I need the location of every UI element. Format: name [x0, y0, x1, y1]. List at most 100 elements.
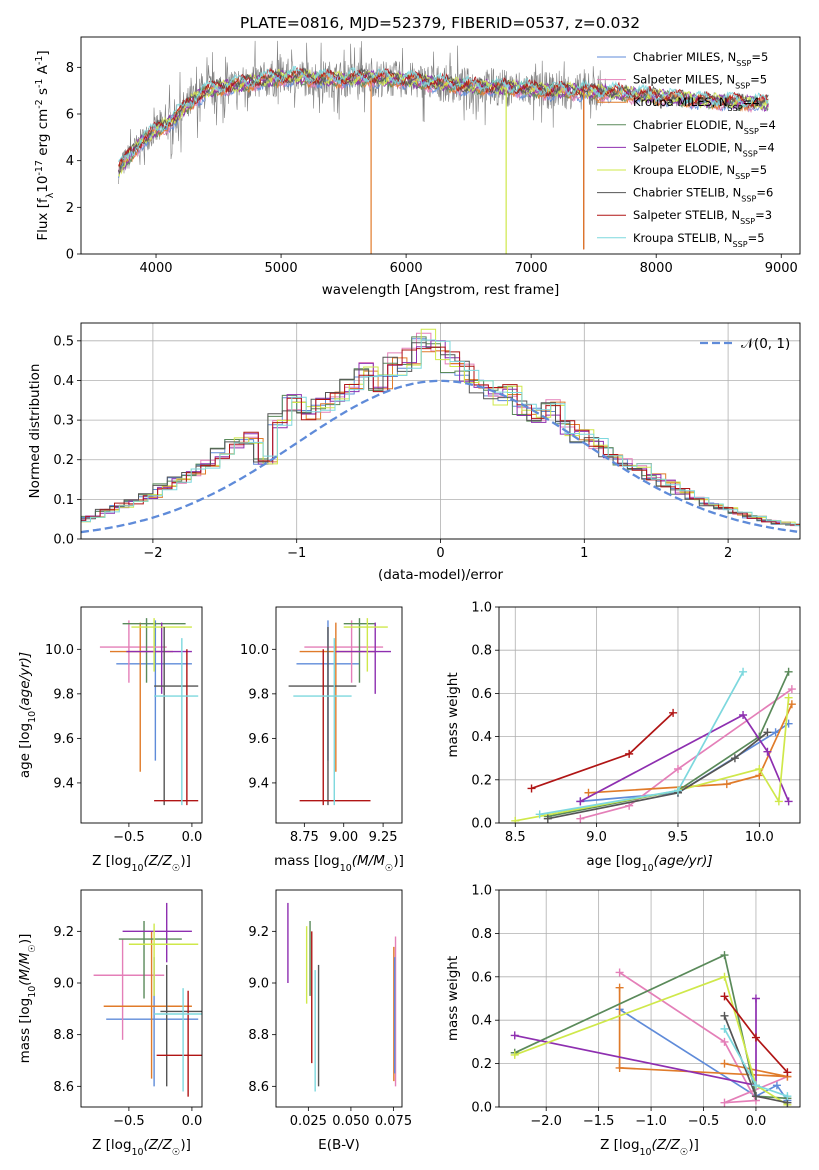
axes-frame	[80, 889, 203, 1108]
axes-frame	[498, 889, 801, 1108]
figure-title: PLATE=0816, MJD=52379, FIBERID=0537, z=0…	[240, 14, 640, 32]
y-tick-label: 0.3	[53, 414, 74, 429]
x-tick-label: 6000	[390, 261, 423, 276]
series-line-kroupa_elodie	[514, 975, 788, 1106]
x-tick-label: −1	[287, 546, 306, 561]
x-axis-label: (data-model)/error	[378, 567, 504, 583]
x-tick-label: 9.25	[369, 830, 398, 845]
y-tick-label: 9.2	[248, 925, 269, 940]
y-tick-label: 0.0	[471, 1101, 492, 1116]
weight_vs_age-axes: 8.5 9.0 9.5 10.0 0.0 0.2 0.4 0.6 0.8 1.0 age [log1…	[445, 601, 801, 874]
series-marker-salpeter_miles	[720, 1037, 729, 1046]
y-tick-label: 9.4	[248, 776, 269, 791]
ebv-plot-area	[287, 902, 397, 1092]
y-tick-label: 1.0	[471, 601, 492, 616]
y-axis-label: mass weight	[445, 956, 461, 1041]
x-tick-label: 0	[436, 546, 444, 561]
x-tick-label: −0.5	[113, 1114, 145, 1129]
legend-gaussian-label: 𝒩(0, 1)	[741, 336, 790, 352]
series-marker-chabrier_stelib	[751, 1092, 760, 1101]
legend-entry-chabrier_elodie: Chabrier ELODIE, NSSP=4	[633, 118, 776, 136]
legend-entry-salpeter_miles: Salpeter MILES, NSSP=5	[633, 73, 767, 91]
y-tick-label: 0.2	[53, 453, 74, 468]
x-axis-label: age [log10(age/yr)]	[586, 853, 712, 874]
series-marker-kroupa_miles	[787, 700, 796, 709]
x-tick-label: 2	[724, 546, 732, 561]
series-marker-salpeter_elodie	[510, 1031, 519, 1040]
series-marker-kroupa_elodie	[511, 816, 520, 823]
series-marker-salpeter_stelib	[751, 1033, 760, 1042]
y-tick-label: 0.4	[53, 374, 74, 389]
histogram-kroupa_stelib	[81, 339, 800, 527]
y-axis-label: mass weight	[445, 672, 461, 757]
series-marker-kroupa_elodie	[720, 972, 729, 981]
y-tick-label: 8	[66, 61, 74, 76]
series-line-chabrier_elodie	[514, 953, 788, 1100]
series-marker-salpeter_stelib	[625, 749, 634, 758]
series-marker-kroupa_stelib	[535, 810, 544, 819]
x-tick-label: 1	[580, 546, 588, 561]
series-line-salpeter_elodie	[580, 713, 790, 803]
residuals-axes: −2 −1 0 1 2 0.0 0.1 0.2 0.3 0.4 0.5 𝒩(0, 1) (data-mo…	[27, 322, 801, 583]
y-tick-label: 4	[66, 154, 74, 169]
y-axis-label: Normed distribution	[27, 364, 43, 499]
x-tick-label: 9000	[765, 261, 798, 276]
series-marker-salpeter_miles	[787, 685, 796, 694]
x-tick-label: 8.5	[505, 830, 526, 845]
legend-entry-chabrier_stelib: Chabrier STELIB, NSSP=6	[633, 186, 773, 204]
series-marker-kroupa_miles	[615, 1063, 624, 1072]
series-marker-kroupa_stelib	[751, 1081, 760, 1090]
y-tick-label: 9.2	[53, 925, 74, 940]
model-spectrum-kroupa_stelib	[118, 65, 769, 162]
y-tick-label: 9.4	[53, 776, 74, 791]
ebv-axes: 0.025 0.050 0.075 8.6 8.8 9.0 9.2 E(B-V)	[248, 889, 412, 1153]
x-tick-label: −0.5	[113, 830, 145, 845]
axes-frame	[80, 322, 801, 540]
axes-frame	[275, 606, 403, 824]
y-tick-label: 9.0	[53, 977, 74, 992]
series-line-kroupa_miles	[588, 703, 793, 794]
mass_vs_Z-plot-area	[93, 902, 202, 1097]
legend-entry-kroupa_miles: Kroupa MILES, NSSP=4	[633, 95, 760, 113]
y-tick-label: 6	[66, 108, 74, 123]
series-marker-chabrier_stelib	[543, 814, 552, 823]
x-tick-label: 5000	[265, 261, 298, 276]
y-tick-label: 8.8	[248, 1028, 269, 1043]
series-marker-chabrier_miles	[772, 1081, 781, 1090]
histogram-kroupa_miles	[81, 350, 800, 526]
series-line-chabrier_elodie	[547, 671, 790, 818]
legend-entry-kroupa_elodie: Kroupa ELODIE, NSSP=5	[633, 163, 767, 181]
x-tick-label: 8000	[640, 261, 673, 276]
x-tick-label: 0.075	[375, 1114, 412, 1129]
mass_vs_Z-axes: −0.5 0.0 8.6 8.8 9.0 9.2 Z [log10(Z/Z☉)] mass […	[17, 889, 203, 1158]
x-tick-label: 0.0	[182, 830, 203, 845]
x-tick-label: 0.0	[182, 1114, 203, 1129]
series-line-salpeter_miles	[580, 688, 793, 820]
series-marker-salpeter_elodie	[751, 994, 760, 1003]
y-tick-label: 10.0	[45, 643, 74, 658]
y-tick-label: 9.6	[248, 732, 269, 747]
y-tick-label: 0.1	[53, 493, 74, 508]
axes-frame	[275, 889, 403, 1108]
y-tick-label: 0.5	[53, 334, 74, 349]
x-tick-label: 9.00	[329, 830, 358, 845]
weight_vs_Z-axes: −2.0 −1.5 −1.0 −0.5 0.0 0.0 0.2 0.4 0.6 0.8 1.0 Z […	[445, 884, 801, 1158]
series-marker-kroupa_elodie	[510, 1050, 519, 1059]
model-spectrum-salpeter_elodie	[118, 69, 769, 175]
y-tick-label: 0.4	[471, 1014, 492, 1029]
series-marker-kroupa_miles	[615, 983, 624, 992]
histogram-chabrier_stelib	[81, 342, 800, 528]
series-marker-salpeter_elodie	[763, 747, 772, 756]
x-axis-label: mass [log10(M/M☉)]	[274, 853, 404, 874]
legend-entry-kroupa_stelib: Kroupa STELIB, NSSP=5	[633, 231, 765, 249]
x-tick-label: 9.0	[586, 830, 607, 845]
y-tick-label: 8.8	[53, 1028, 74, 1043]
x-tick-label: 9.5	[668, 830, 689, 845]
y-tick-label: 2	[66, 201, 74, 216]
series-marker-salpeter_stelib	[783, 1068, 792, 1077]
weight_vs_age-plot-area	[511, 667, 796, 823]
series-marker-salpeter_miles	[576, 814, 585, 823]
y-tick-label: 1.0	[471, 884, 492, 899]
x-tick-label: 10.0	[745, 830, 774, 845]
series-marker-kroupa_elodie	[784, 693, 793, 702]
